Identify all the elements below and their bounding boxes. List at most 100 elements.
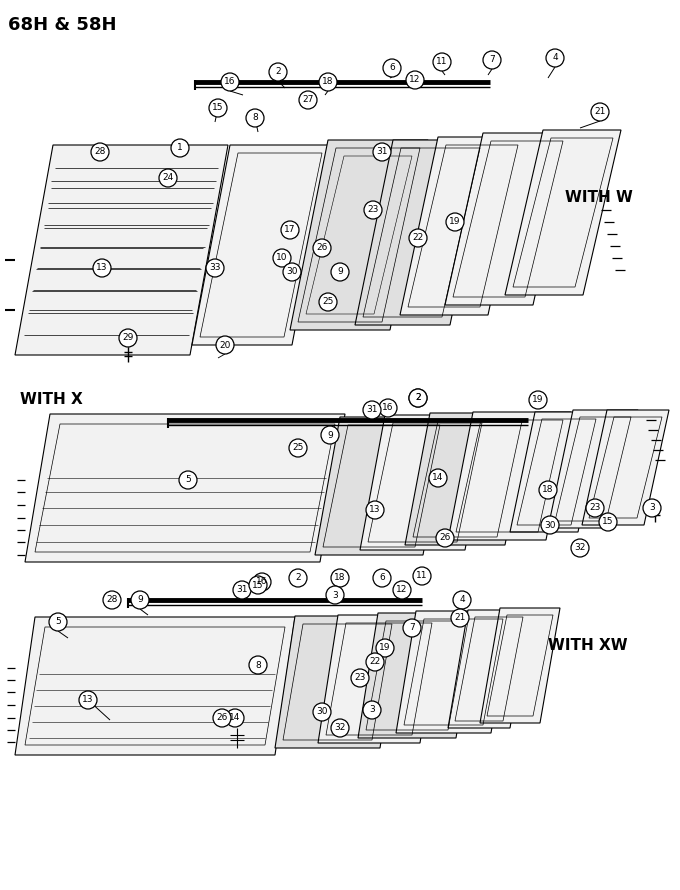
Polygon shape (315, 417, 448, 555)
Circle shape (541, 516, 559, 534)
Circle shape (249, 576, 267, 594)
Circle shape (383, 59, 401, 77)
Polygon shape (318, 615, 440, 743)
Text: 20: 20 (220, 341, 231, 350)
Polygon shape (192, 145, 330, 345)
Circle shape (319, 73, 337, 91)
Text: 19: 19 (379, 643, 391, 652)
Circle shape (313, 703, 331, 721)
Text: 9: 9 (327, 431, 333, 440)
Text: 26: 26 (216, 714, 228, 723)
Circle shape (599, 513, 617, 531)
Text: 8: 8 (255, 660, 261, 669)
Polygon shape (355, 140, 488, 325)
Circle shape (319, 293, 337, 311)
Text: WITH W: WITH W (565, 190, 633, 205)
Text: 12: 12 (396, 586, 408, 595)
Text: 14: 14 (229, 714, 241, 723)
Text: 31: 31 (236, 586, 248, 595)
Circle shape (591, 103, 609, 121)
Text: 7: 7 (489, 55, 495, 64)
Text: 24: 24 (163, 174, 173, 182)
Circle shape (363, 701, 381, 719)
Text: 18: 18 (542, 486, 554, 495)
Polygon shape (15, 145, 228, 355)
Circle shape (433, 53, 451, 71)
Circle shape (364, 201, 382, 219)
Text: 15: 15 (252, 580, 264, 589)
Circle shape (331, 719, 349, 737)
Polygon shape (505, 130, 621, 295)
Text: 27: 27 (303, 95, 313, 104)
Polygon shape (358, 613, 476, 738)
Text: 19: 19 (449, 217, 461, 226)
Circle shape (403, 619, 421, 637)
Circle shape (326, 586, 344, 604)
Circle shape (119, 329, 137, 347)
Text: 6: 6 (379, 573, 385, 582)
Text: 17: 17 (284, 225, 296, 234)
Text: 33: 33 (209, 263, 221, 272)
Circle shape (331, 263, 349, 281)
Circle shape (446, 213, 464, 231)
Circle shape (289, 439, 307, 457)
Circle shape (209, 99, 227, 117)
Polygon shape (400, 137, 526, 315)
Text: 9: 9 (337, 268, 343, 277)
Circle shape (246, 109, 264, 127)
Polygon shape (582, 410, 669, 525)
Circle shape (171, 139, 189, 157)
Circle shape (269, 63, 287, 81)
Text: 1: 1 (177, 143, 183, 152)
Circle shape (206, 259, 224, 277)
Text: 12: 12 (409, 76, 421, 85)
Circle shape (249, 656, 267, 674)
Text: 5: 5 (185, 475, 191, 484)
Circle shape (373, 569, 391, 587)
Circle shape (313, 239, 331, 257)
Text: 2: 2 (275, 68, 281, 77)
Polygon shape (396, 611, 511, 733)
Text: 2: 2 (415, 393, 421, 402)
Text: 3: 3 (332, 590, 338, 600)
Text: WITH XW: WITH XW (548, 638, 628, 653)
Circle shape (643, 499, 661, 517)
Text: 30: 30 (544, 521, 556, 530)
Polygon shape (15, 617, 295, 755)
Text: 3: 3 (369, 706, 375, 715)
Text: 13: 13 (97, 263, 107, 272)
Circle shape (93, 259, 111, 277)
Circle shape (483, 51, 501, 69)
Circle shape (453, 591, 471, 609)
Polygon shape (480, 608, 560, 723)
Text: 15: 15 (212, 103, 224, 112)
Circle shape (546, 49, 564, 67)
Circle shape (366, 653, 384, 671)
Text: 3: 3 (649, 504, 655, 513)
Text: 26: 26 (439, 533, 451, 543)
Text: 2: 2 (295, 573, 301, 582)
Circle shape (331, 569, 349, 587)
Circle shape (571, 539, 589, 557)
Polygon shape (448, 412, 571, 540)
Circle shape (283, 263, 301, 281)
Text: 9: 9 (137, 595, 143, 604)
Text: 16: 16 (224, 77, 236, 86)
Text: 68H & 58H: 68H & 58H (8, 16, 116, 34)
Text: 23: 23 (590, 504, 600, 513)
Text: 21: 21 (594, 108, 606, 117)
Circle shape (429, 469, 447, 487)
Text: 16: 16 (382, 403, 394, 412)
Text: 28: 28 (95, 148, 105, 157)
Circle shape (451, 609, 469, 627)
Text: 31: 31 (367, 406, 378, 415)
Circle shape (366, 501, 384, 519)
Circle shape (49, 613, 67, 631)
Text: 10: 10 (276, 254, 288, 263)
Polygon shape (448, 610, 530, 728)
Circle shape (79, 691, 97, 709)
Polygon shape (548, 410, 638, 528)
Text: 13: 13 (369, 506, 381, 514)
Circle shape (221, 73, 239, 91)
Polygon shape (445, 133, 571, 305)
